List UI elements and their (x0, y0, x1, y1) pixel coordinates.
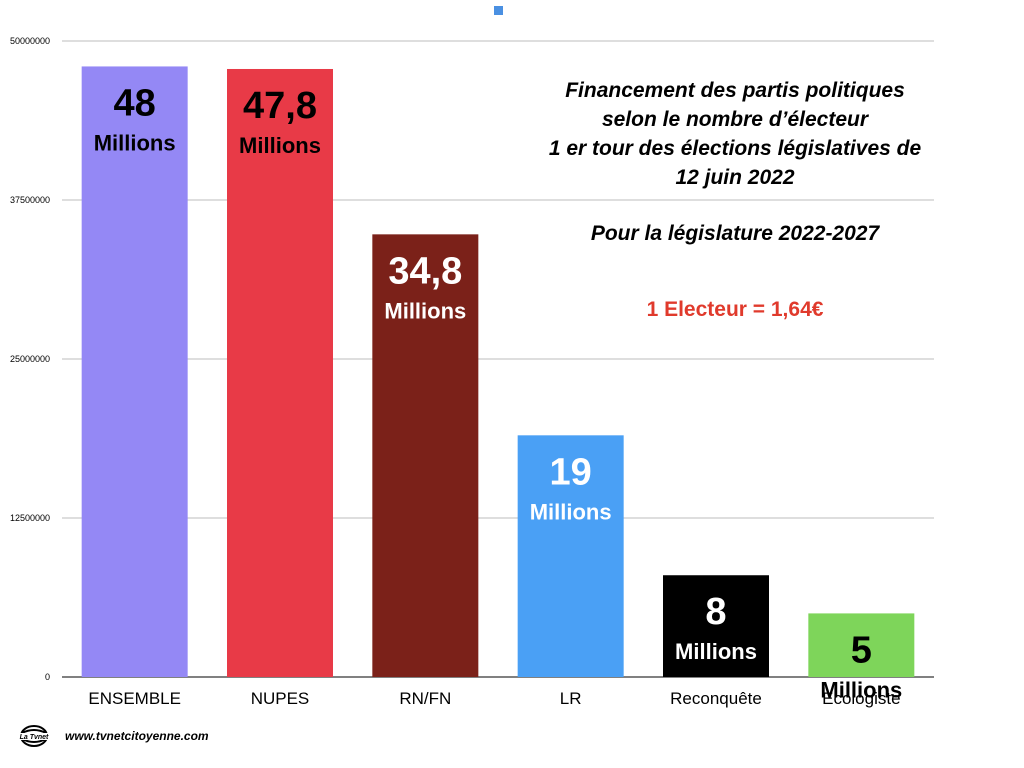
cost-per-voter-annotation: 1 Electeur = 1,64€ (646, 298, 824, 321)
bar-value-label: 34,8 (388, 250, 462, 292)
title-line-1: Financement des partis politiques (565, 79, 905, 102)
y-tick-label: 50000000 (10, 36, 50, 46)
chart-title: Financement des partis politiques selon … (505, 76, 965, 192)
bar-unit-label: Millions (675, 639, 757, 664)
x-tick-label: ENSEMBLE (88, 689, 181, 708)
bar-unit-label: Millions (94, 130, 176, 155)
bar-unit-label: Millions (384, 298, 466, 323)
bar-value-label: 48 (114, 82, 156, 124)
x-tick-label: LR (560, 689, 582, 708)
x-tick-label: Ecologiste (822, 689, 900, 708)
logo-text: La Tvnet (20, 734, 49, 741)
y-tick-label: 37500000 (10, 195, 50, 205)
bar (808, 613, 915, 677)
y-tick-label: 0 (45, 672, 50, 682)
bar-value-label: 19 (550, 451, 592, 493)
legend-swatch (494, 6, 503, 15)
bar-value-label: 47,8 (243, 85, 317, 127)
y-tick-label: 25000000 (10, 354, 50, 364)
bar (663, 575, 769, 677)
chart-subtitle: Pour la législature 2022-2027 (590, 222, 880, 245)
y-axis-ticks: 0 12500000 25000000 37500000 50000000 (10, 36, 50, 682)
title-line-3: 1 er tour des élections législatives de (548, 137, 922, 160)
bar (372, 234, 479, 677)
y-tick-label: 12500000 (10, 513, 50, 523)
bar-unit-label: Millions (820, 677, 902, 702)
bar (517, 435, 624, 677)
bar-value-label: 5 (851, 629, 872, 671)
bar-value-label: 8 (705, 591, 726, 633)
x-tick-label: RN/FN (399, 689, 451, 708)
bars (81, 66, 915, 677)
title-line-4: 12 juin 2022 (675, 166, 795, 189)
x-axis-categories: ENSEMBLE NUPES RN/FN LR Reconquête Ecologiste (88, 689, 900, 708)
bar-unit-label: Millions (239, 133, 321, 158)
website-link[interactable]: www.tvnetcitoyenne.com (65, 729, 209, 743)
x-tick-label: NUPES (251, 689, 310, 708)
x-tick-label: Reconquête (670, 689, 762, 708)
gridlines (62, 40, 934, 678)
tvnet-logo: La Tvnet (16, 725, 52, 747)
bar (227, 68, 333, 677)
bar (81, 66, 188, 677)
bar-unit-label: Millions (530, 499, 612, 524)
bar-labels: 48 Millions 47,8 Millions 34,8 Millions 19 Mill… (94, 82, 903, 702)
title-line-2: selon le nombre d’électeur (601, 108, 869, 131)
